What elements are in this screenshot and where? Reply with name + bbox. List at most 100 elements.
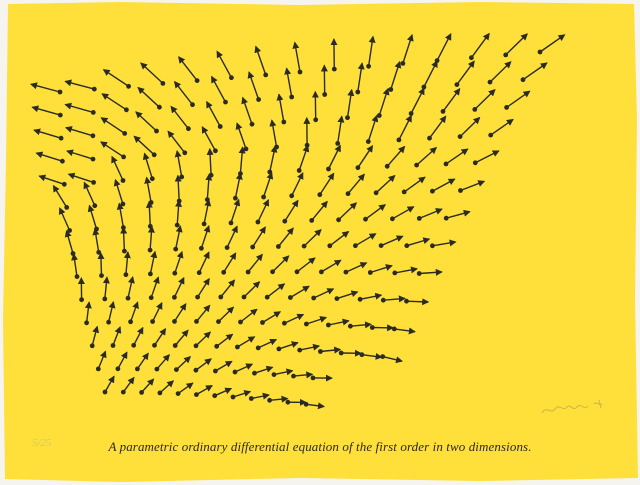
vector-arrow xyxy=(306,402,325,410)
vector-base-dot xyxy=(404,243,410,249)
vector-arrow xyxy=(357,144,374,169)
vector-base-dot xyxy=(271,372,277,377)
vector-base-dot xyxy=(147,247,153,253)
vector-arrow xyxy=(419,208,443,220)
vector-arrow xyxy=(117,351,128,370)
vector-arrow xyxy=(370,264,393,274)
vector-base-dot xyxy=(400,61,406,66)
vector-base-dot xyxy=(252,370,257,376)
vector-field xyxy=(30,32,566,410)
vector-base-dot xyxy=(443,215,449,221)
vector-base-dot xyxy=(172,270,178,276)
vector-base-dot xyxy=(193,343,199,349)
vector-arrow xyxy=(64,126,94,137)
vector-base-dot xyxy=(90,133,96,139)
vector-base-dot xyxy=(238,319,243,325)
vector-arrow xyxy=(257,198,270,223)
vector-base-dot xyxy=(345,115,350,121)
vector-base-dot xyxy=(126,83,131,89)
vector-base-dot xyxy=(282,218,288,224)
vector-arrow xyxy=(436,33,452,61)
vector-base-dot xyxy=(199,245,204,251)
vector-base-dot xyxy=(91,180,96,185)
vector-base-dot xyxy=(488,132,494,138)
vector-arrow xyxy=(216,333,234,347)
vector-arrow xyxy=(320,346,342,354)
vector-arrow xyxy=(386,145,406,167)
vector-arrow xyxy=(276,93,285,123)
vector-base-dot xyxy=(212,393,218,399)
vector-base-dot xyxy=(318,349,323,354)
vector-arrow xyxy=(345,262,368,273)
vector-arrow xyxy=(269,395,289,403)
vector-arrow xyxy=(201,126,217,152)
vector-base-dot xyxy=(57,89,63,95)
vector-base-dot xyxy=(213,148,218,154)
vector-arrow xyxy=(382,355,403,364)
vector-arrow xyxy=(218,306,235,323)
vector-arrow xyxy=(100,117,126,134)
vector-arrow xyxy=(97,252,105,276)
vector-base-dot xyxy=(348,323,353,329)
edition-number: 5/25 xyxy=(32,437,52,449)
vector-base-dot xyxy=(260,320,265,325)
vector-base-dot xyxy=(106,319,111,325)
vector-base-dot xyxy=(122,248,127,254)
vector-base-dot xyxy=(294,269,300,275)
vector-base-dot xyxy=(123,272,129,278)
vector-base-dot xyxy=(310,375,316,381)
vector-base-dot xyxy=(297,69,303,75)
vector-arrow xyxy=(254,365,274,374)
vector-base-dot xyxy=(102,296,108,302)
vector-base-dot xyxy=(196,270,202,276)
vector-arrow xyxy=(92,228,100,253)
vector-base-dot xyxy=(504,105,509,110)
vector-arrow xyxy=(303,229,322,247)
vector-base-dot xyxy=(175,391,181,396)
vector-base-dot xyxy=(186,126,191,132)
vector-arrow xyxy=(100,141,124,158)
vector-arrow xyxy=(156,354,170,370)
vector-arrow xyxy=(346,88,355,118)
vector-base-dot xyxy=(194,319,199,324)
vector-arrow xyxy=(136,352,149,370)
vector-arrow xyxy=(306,316,328,325)
vector-arrow xyxy=(31,105,61,116)
vector-base-dot xyxy=(338,350,344,356)
vector-base-dot xyxy=(174,367,179,372)
vector-arrow xyxy=(173,303,187,322)
vector-arrow xyxy=(398,114,412,141)
vector-arrow xyxy=(170,105,189,130)
vector-arrow xyxy=(252,226,266,248)
vector-arrow xyxy=(460,180,486,192)
vector-base-dot xyxy=(363,216,368,222)
vector-arrow xyxy=(432,178,456,192)
vector-arrow xyxy=(206,100,221,127)
vector-arrow xyxy=(235,122,247,150)
vector-base-dot xyxy=(89,343,95,349)
vector-arrow xyxy=(83,181,96,206)
vector-base-dot xyxy=(148,295,154,301)
vector-arrow xyxy=(173,276,185,298)
vector-arrow xyxy=(197,277,210,298)
vector-arrow xyxy=(66,149,94,160)
vector-base-dot xyxy=(248,396,254,401)
vector-arrow xyxy=(234,363,254,373)
vector-arrow xyxy=(200,225,211,249)
vector-base-dot xyxy=(443,161,449,167)
vector-arrow xyxy=(123,251,131,275)
vector-base-dot xyxy=(218,294,224,300)
vector-arrow xyxy=(175,356,192,371)
vector-arrow xyxy=(84,301,92,323)
vector-base-dot xyxy=(472,107,478,112)
vector-arrow xyxy=(459,116,481,138)
vector-arrow xyxy=(359,292,383,300)
vector-arrow xyxy=(64,102,94,114)
vector-arrow xyxy=(474,150,500,164)
vector-base-dot xyxy=(150,319,156,324)
vector-base-dot xyxy=(373,190,379,196)
vector-arrow xyxy=(67,172,94,184)
vector-arrow xyxy=(133,135,155,156)
vector-base-dot xyxy=(128,319,134,325)
